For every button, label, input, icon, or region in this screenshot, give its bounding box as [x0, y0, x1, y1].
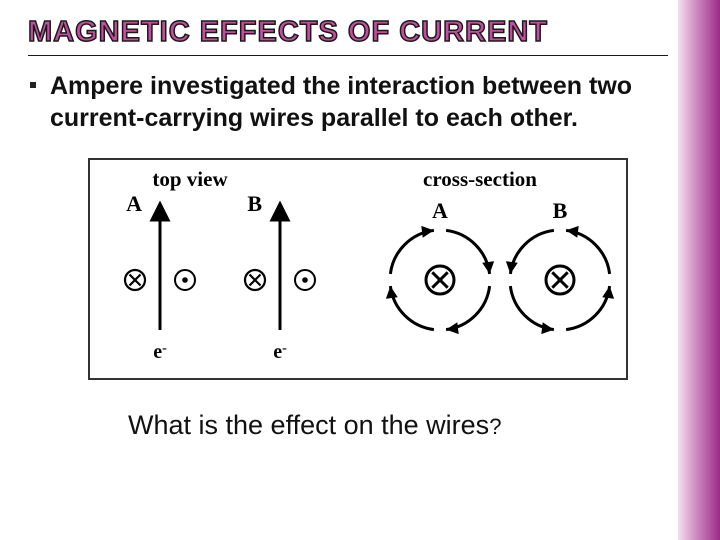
title-underline: [28, 55, 668, 56]
svg-text:top view: top view: [152, 167, 228, 191]
diagram-svg: top view Ae- Be-cross-section A B: [90, 160, 630, 382]
slide: MAGNETIC EFFECTS OF CURRENT MAGNETIC EFF…: [0, 0, 720, 540]
question-main: What is the effect on the wires: [128, 410, 489, 440]
svg-text:e-: e-: [273, 341, 287, 363]
title-fill-text: MAGNETIC EFFECTS OF CURRENT: [28, 16, 548, 48]
question-mark: ?: [489, 414, 501, 439]
question-text: What is the effect on the wires?: [128, 410, 692, 441]
svg-text:A: A: [432, 198, 448, 223]
bullet-text: Ampere investigated the interaction betw…: [50, 70, 678, 134]
bullet-dot-icon: [30, 82, 36, 88]
svg-text:B: B: [553, 198, 568, 223]
slide-title: MAGNETIC EFFECTS OF CURRENT MAGNETIC EFF…: [28, 18, 692, 53]
svg-text:cross-section: cross-section: [423, 167, 537, 191]
svg-text:e-: e-: [153, 341, 167, 363]
bullet-item: Ampere investigated the interaction betw…: [28, 70, 678, 134]
diagram-box: top view Ae- Be-cross-section A B: [88, 158, 628, 380]
svg-text:B: B: [247, 191, 262, 216]
side-gradient-decoration: [678, 0, 720, 540]
svg-text:A: A: [126, 191, 142, 216]
